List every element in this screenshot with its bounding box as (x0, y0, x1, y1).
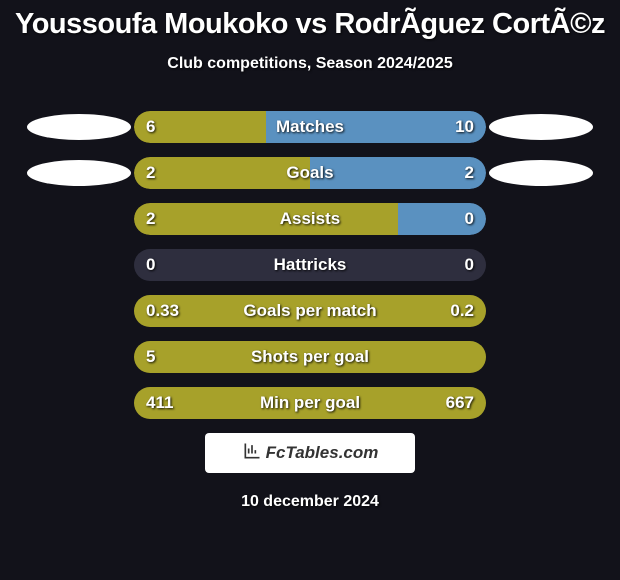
stat-value-right: 0.2 (450, 295, 474, 327)
stat-row: 411 667Min per goal (0, 387, 620, 419)
stat-value-left: 5 (146, 341, 155, 373)
stat-row: 22Goals (0, 157, 620, 189)
stat-bar: 0 0Hattricks (134, 249, 486, 281)
player-left-slot (24, 160, 134, 186)
player-right-ellipse (489, 114, 593, 140)
bar-left-segment (134, 157, 310, 189)
stat-bar: 20Assists (134, 203, 486, 235)
bar-right-segment (310, 157, 486, 189)
bar-left-segment (134, 203, 398, 235)
stat-bar: 22Goals (134, 157, 486, 189)
stat-value-right: 667 (446, 387, 474, 419)
player-left-slot (24, 114, 134, 140)
stat-bar: 411 667Min per goal (134, 387, 486, 419)
stat-value-left: 6 (146, 111, 155, 143)
stat-bar: 0.33 0.2Goals per match (134, 295, 486, 327)
stat-value-right: 10 (455, 111, 474, 143)
stat-value-right: 2 (465, 157, 474, 189)
stat-value-right: 0 (465, 203, 474, 235)
stat-value-left: 411 (146, 387, 173, 419)
stat-row: 5Shots per goal (0, 341, 620, 373)
stat-value-left: 0.33 (146, 295, 179, 327)
stat-row: 0 0Hattricks (0, 249, 620, 281)
stat-bar: 5Shots per goal (134, 341, 486, 373)
stat-bar: 610Matches (134, 111, 486, 143)
player-right-slot (486, 160, 596, 186)
watermark-badge: FcTables.com (205, 433, 415, 473)
player-left-ellipse (27, 160, 131, 186)
stat-label: Min per goal (134, 387, 486, 419)
stat-label: Hattricks (134, 249, 486, 281)
date-text: 10 december 2024 (0, 493, 620, 511)
page-title: Youssoufa Moukoko vs RodrÃ­guez CortÃ©z (0, 0, 620, 41)
stat-value-left: 2 (146, 157, 155, 189)
stat-value-right: 0 (465, 249, 474, 281)
stat-row: 0.33 0.2Goals per match (0, 295, 620, 327)
player-right-ellipse (489, 160, 593, 186)
player-right-slot (486, 114, 596, 140)
stat-value-left: 2 (146, 203, 155, 235)
stat-label: Shots per goal (134, 341, 486, 373)
watermark-text: FcTables.com (266, 443, 379, 463)
stat-label: Goals per match (134, 295, 486, 327)
stat-row: 610Matches (0, 111, 620, 143)
stat-row: 20Assists (0, 203, 620, 235)
stat-value-left: 0 (146, 249, 155, 281)
player-left-ellipse (27, 114, 131, 140)
subtitle: Club competitions, Season 2024/2025 (0, 55, 620, 73)
bar-right-segment (266, 111, 486, 143)
chart-icon (242, 441, 262, 466)
stat-rows-container: 610Matches22Goals20Assists00Hattricks0.3… (0, 111, 620, 419)
